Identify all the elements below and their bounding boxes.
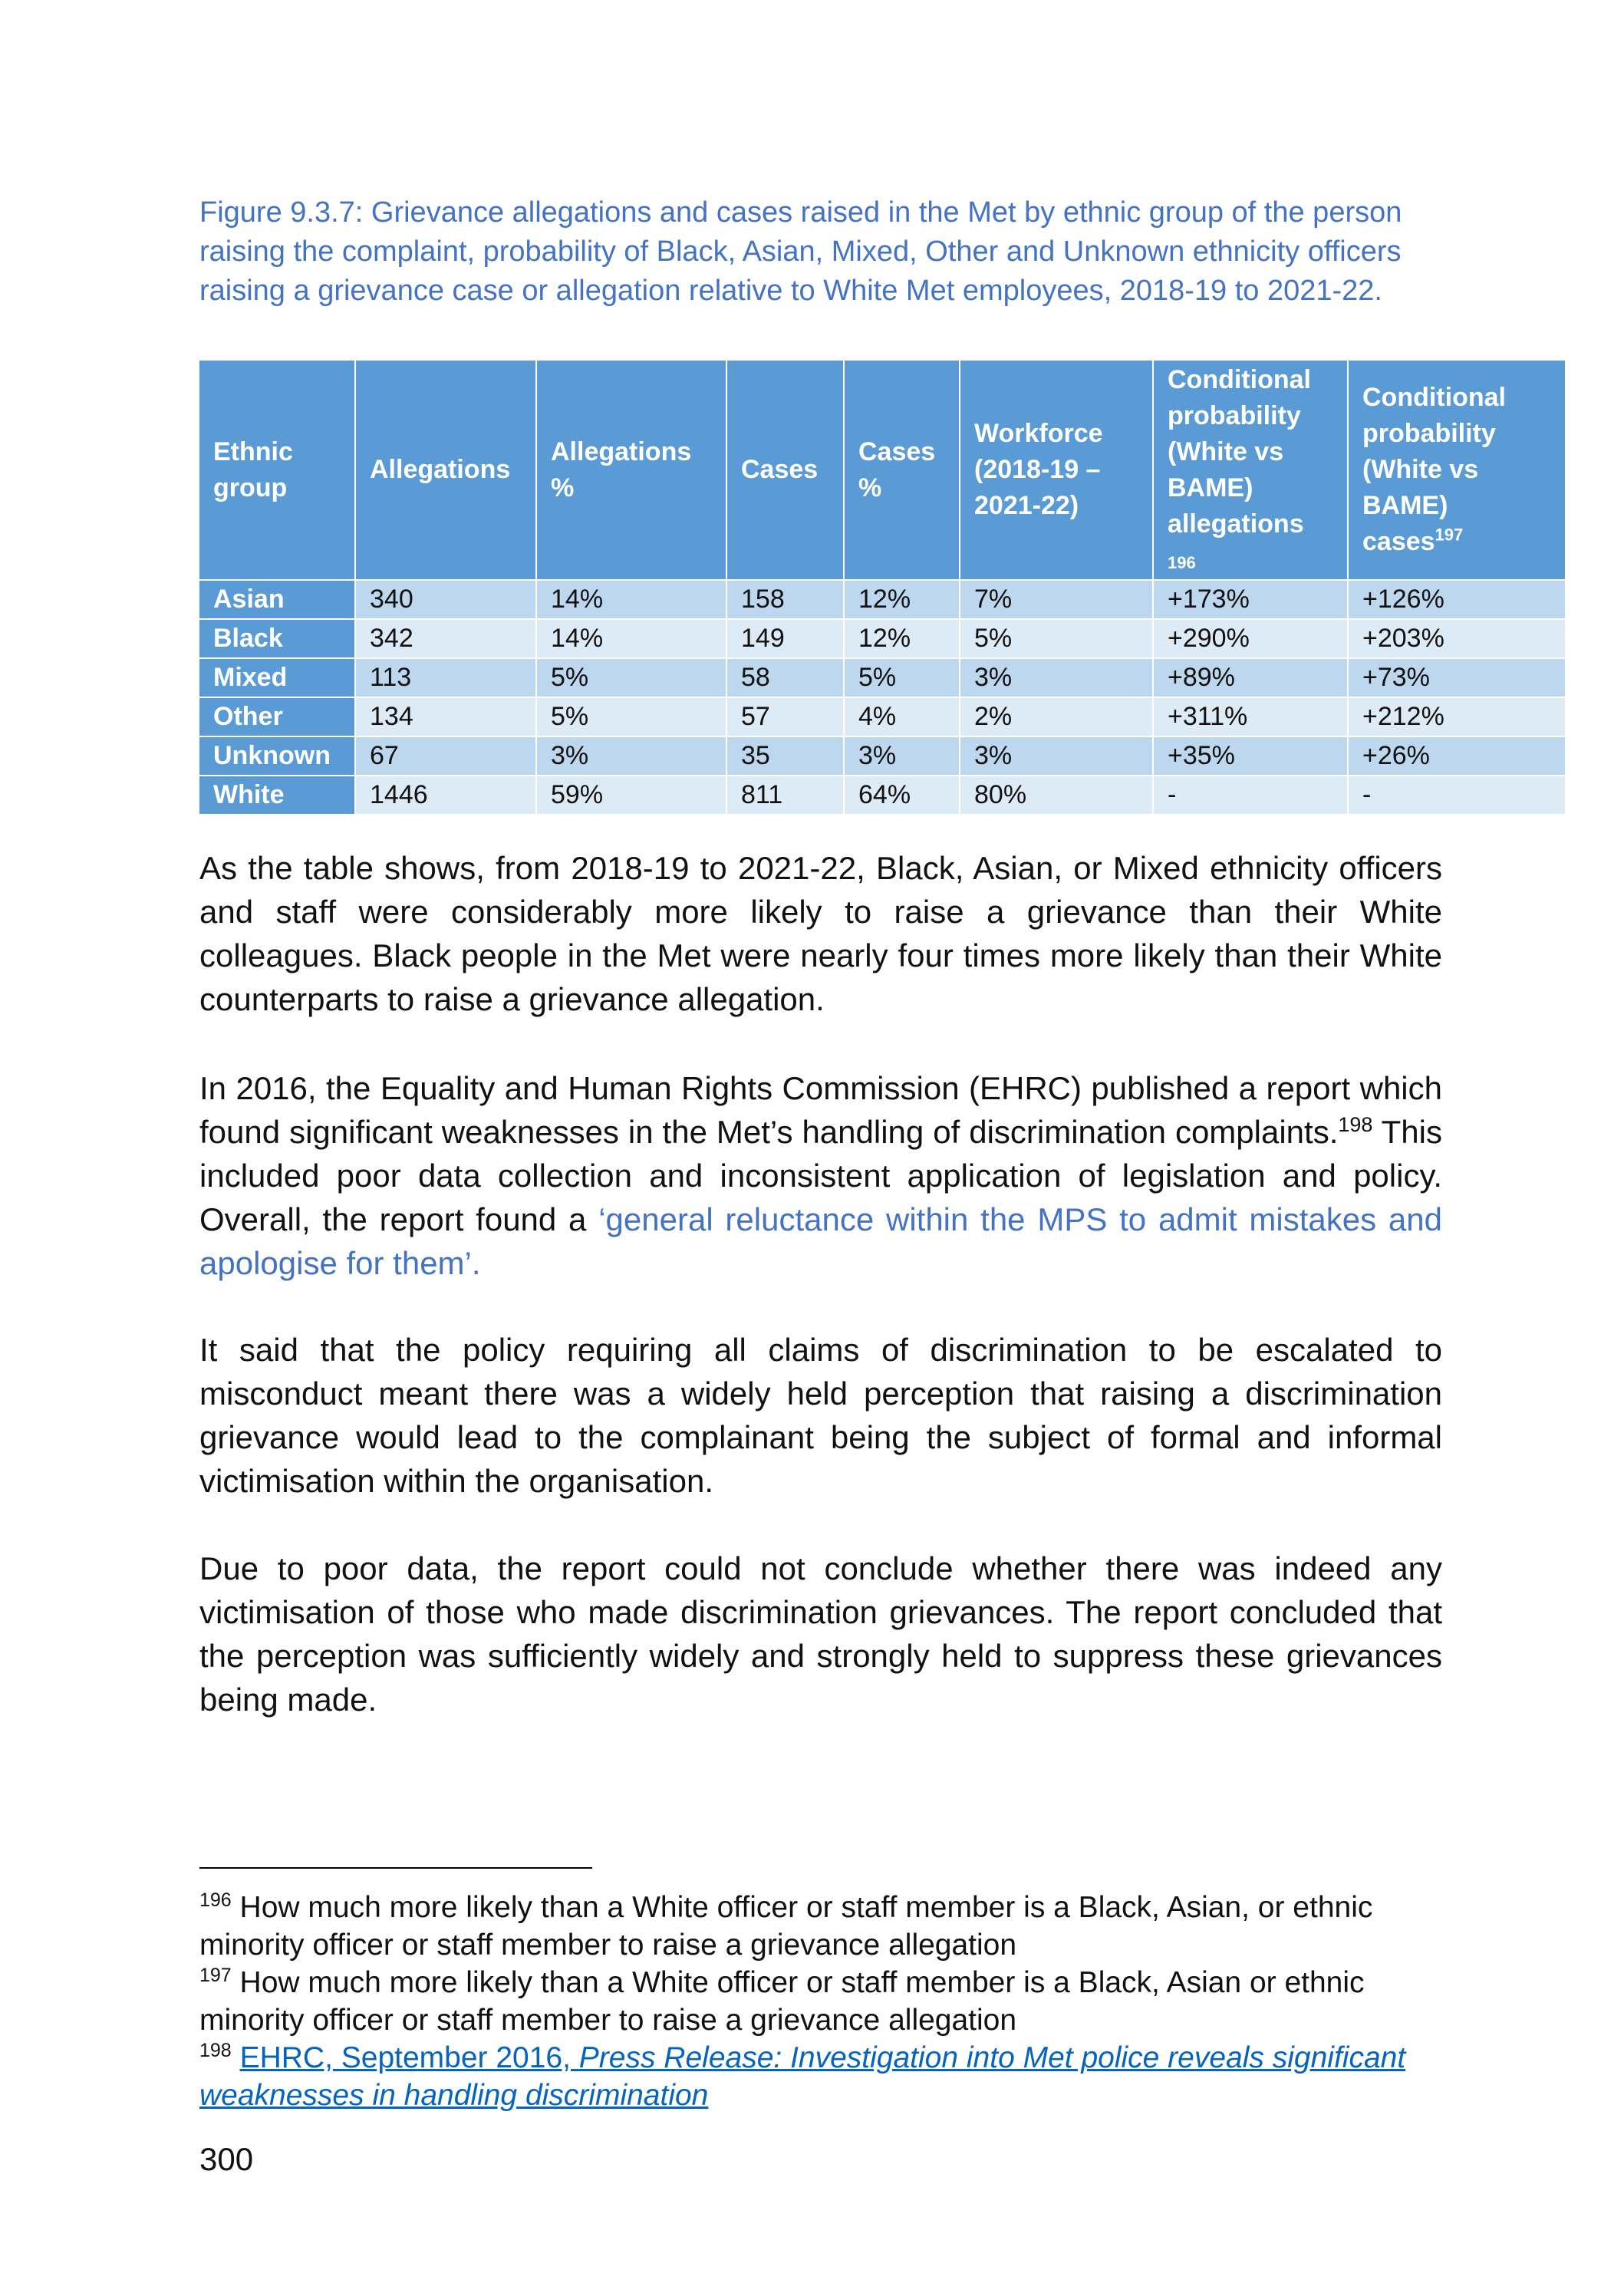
cell-cond-allegations: +35%	[1153, 736, 1349, 776]
cell-cond-cases: -	[1348, 775, 1565, 814]
cell-cond-allegations: +290%	[1153, 618, 1349, 658]
cell-cases: 149	[726, 618, 845, 658]
table-row: Unknown 67 3% 35 3% 3% +35% +26%	[199, 736, 1565, 776]
footnote-ref-196: 196	[1168, 552, 1196, 572]
footnote-196: 196 How much more likely than a White of…	[199, 1889, 1442, 1964]
paragraph-4: Due to poor data, the report could not c…	[199, 1550, 1442, 1718]
cell-cases-pct: 4%	[844, 697, 960, 736]
cell-workforce: 2%	[960, 697, 1154, 736]
figure-caption: Figure 9.3.7: Grievance allegations and …	[199, 196, 1402, 307]
cell-cond-cases: +203%	[1348, 618, 1565, 658]
grievance-table: Ethnic group Allegations Allegations % C…	[199, 361, 1565, 814]
cell-allegations-pct: 5%	[536, 657, 727, 697]
footnote-198-link[interactable]: EHRC, September 2016, Press Release: Inv…	[199, 2041, 1405, 2112]
cell-allegations: 1446	[355, 775, 537, 814]
footnote-196-number: 196	[199, 1889, 232, 1911]
quoted-finding: ‘general reluctance within the MPS to ad…	[199, 1201, 1442, 1281]
footnote-ref-197: 197	[1435, 525, 1464, 545]
cell-allegations-pct: 5%	[536, 697, 727, 736]
paragraph-2-rest: This included poor data collection and i…	[199, 1114, 1442, 1237]
paragraph-3: It said that the policy requiring all cl…	[199, 1332, 1442, 1499]
paragraph-1: As the table shows, from 2018-19 to 2021…	[199, 850, 1442, 1017]
footnote-197: 197 How much more likely than a White of…	[199, 1964, 1442, 2039]
header-ethnic-group: Ethnic group	[199, 361, 356, 580]
row-ethnic-group: Asian	[199, 579, 356, 619]
footnote-separator	[199, 1867, 592, 1869]
footnote-197-number: 197	[199, 1965, 232, 1986]
cell-cases: 58	[726, 657, 845, 697]
page-number: 300	[199, 2141, 254, 2177]
cell-cases: 57	[726, 697, 845, 736]
footnote-196-text: How much more likely than a White office…	[199, 1891, 1373, 1962]
footnote-198-link-title: Press Release: Investigation into Met po…	[199, 2041, 1406, 2112]
paragraph-2: In 2016, the Equality and Human Rights C…	[199, 1066, 1442, 1285]
header-allegations-pct: Allegations %	[536, 361, 727, 580]
header-cond-allegations-label: Conditional probability (White vs BAME) …	[1168, 364, 1311, 539]
cell-cases: 158	[726, 579, 845, 619]
cell-allegations: 342	[355, 618, 537, 658]
paragraph-2-text: In 2016, the Equality and Human Rights C…	[199, 1070, 1442, 1150]
footnote-198-link-source: EHRC, September 2016,	[239, 2041, 579, 2074]
table-row: Black 342 14% 149 12% 5% +290% +203%	[199, 618, 1565, 658]
table-row: White 1446 59% 811 64% 80% - -	[199, 775, 1565, 814]
table-row: Mixed 113 5% 58 5% 3% +89% +73%	[199, 657, 1565, 697]
footnote-198-number: 198	[199, 2040, 232, 2061]
cell-workforce: 3%	[960, 736, 1154, 776]
table-row: Other 134 5% 57 4% 2% +311% +212%	[199, 697, 1565, 736]
cell-allegations: 134	[355, 697, 537, 736]
cell-cases-pct: 12%	[844, 579, 960, 619]
cell-cases: 35	[726, 736, 845, 776]
cell-cond-cases: +26%	[1348, 736, 1565, 776]
header-workforce: Workforce (2018-19 – 2021-22)	[960, 361, 1154, 580]
footnote-198: 198 EHRC, September 2016, Press Release:…	[199, 2039, 1442, 2114]
cell-allegations: 340	[355, 579, 537, 619]
footnote-ref-198: 198	[1338, 1113, 1373, 1136]
cell-cond-cases: +126%	[1348, 579, 1565, 619]
cell-cond-allegations: +173%	[1153, 579, 1349, 619]
row-ethnic-group: Black	[199, 618, 356, 658]
cell-cond-allegations: +89%	[1153, 657, 1349, 697]
header-allegations: Allegations	[355, 361, 537, 580]
header-cases: Cases	[726, 361, 845, 580]
header-cond-allegations: Conditional probability (White vs BAME) …	[1153, 361, 1349, 580]
cell-workforce: 5%	[960, 618, 1154, 658]
cell-allegations-pct: 59%	[536, 775, 727, 814]
cell-allegations-pct: 3%	[536, 736, 727, 776]
cell-allegations-pct: 14%	[536, 579, 727, 619]
row-ethnic-group: Unknown	[199, 736, 356, 776]
cell-cond-allegations: +311%	[1153, 697, 1349, 736]
cell-cases-pct: 12%	[844, 618, 960, 658]
row-ethnic-group: Other	[199, 697, 356, 736]
cell-allegations-pct: 14%	[536, 618, 727, 658]
cell-cond-cases: +212%	[1348, 697, 1565, 736]
cell-cond-cases: +73%	[1348, 657, 1565, 697]
cell-workforce: 3%	[960, 657, 1154, 697]
header-cond-cases: Conditional probability (White vs BAME) …	[1348, 361, 1565, 580]
cell-cases: 811	[726, 775, 845, 814]
cell-cases-pct: 5%	[844, 657, 960, 697]
footnotes: 196 How much more likely than a White of…	[199, 1889, 1442, 2114]
table-header-row: Ethnic group Allegations Allegations % C…	[199, 361, 1565, 580]
cell-workforce: 80%	[960, 775, 1154, 814]
row-ethnic-group: White	[199, 775, 356, 814]
header-cond-cases-label: Conditional probability (White vs BAME) …	[1362, 383, 1506, 556]
cell-allegations: 67	[355, 736, 537, 776]
cell-cond-allegations: -	[1153, 775, 1349, 814]
cell-cases-pct: 3%	[844, 736, 960, 776]
row-ethnic-group: Mixed	[199, 657, 356, 697]
cell-workforce: 7%	[960, 579, 1154, 619]
cell-cases-pct: 64%	[844, 775, 960, 814]
header-cases-pct: Cases %	[844, 361, 960, 580]
table-row: Asian 340 14% 158 12% 7% +173% +126%	[199, 579, 1565, 619]
cell-allegations: 113	[355, 657, 537, 697]
footnote-197-text: How much more likely than a White office…	[199, 1966, 1365, 2037]
